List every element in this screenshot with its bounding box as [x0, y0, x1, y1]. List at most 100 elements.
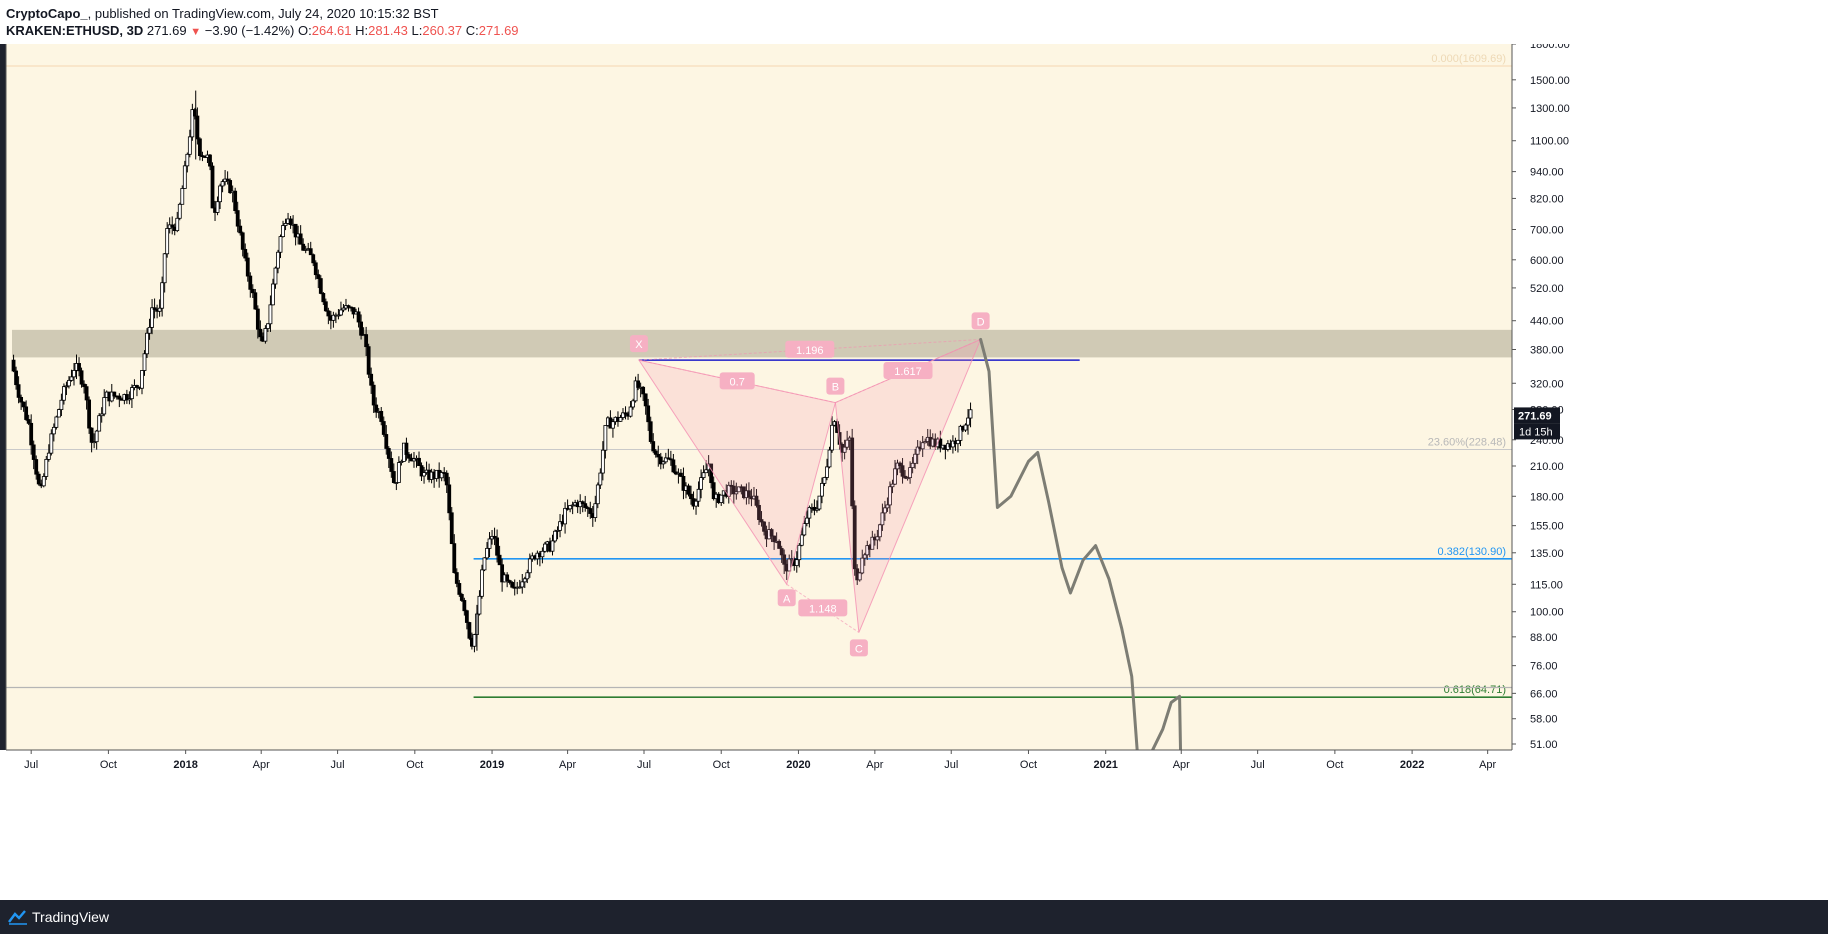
- candle-down: [381, 421, 386, 435]
- candle-down: [731, 485, 736, 495]
- chart-header: CryptoCapo_, published on TradingView.co…: [0, 0, 1828, 44]
- price-tick-label: 1500.00: [1530, 75, 1570, 87]
- time-tick-label: Jul: [24, 759, 38, 771]
- candle-down: [447, 484, 452, 514]
- candle-up: [817, 495, 822, 510]
- candle-down: [709, 463, 714, 484]
- candle-up: [527, 558, 532, 574]
- candle-up: [598, 472, 603, 486]
- candle-down: [653, 450, 658, 455]
- pattern-ratio-label: 0.7: [730, 376, 745, 388]
- low-value: 260.37: [422, 23, 463, 38]
- candle-up: [885, 504, 890, 509]
- price-chart[interactable]: 0.000(1609.69) 23.60%(228.48) 0.382(130.90…: [0, 44, 1828, 900]
- candle-up: [915, 446, 920, 455]
- time-tick-label: Oct: [1326, 759, 1343, 771]
- candle-down: [198, 138, 202, 157]
- close-label: C:: [465, 23, 479, 38]
- candle-down: [510, 582, 515, 588]
- candle-up: [820, 482, 824, 497]
- candle-up: [578, 501, 583, 508]
- candle-up: [477, 595, 482, 615]
- pattern-point-badge: [971, 312, 990, 330]
- candle-down: [79, 370, 84, 385]
- candle-down: [379, 410, 384, 422]
- down-arrow-icon: ▼: [190, 26, 202, 38]
- candle-down: [152, 307, 157, 310]
- candle-down: [505, 574, 510, 581]
- candle-up: [555, 529, 560, 532]
- candle-up: [480, 569, 484, 597]
- candle-up: [487, 538, 492, 549]
- candle-up: [830, 424, 834, 451]
- candle-up: [281, 225, 285, 237]
- candle-up: [482, 557, 487, 571]
- candle-up: [331, 314, 336, 321]
- candle-down: [583, 503, 588, 508]
- candle-down: [417, 457, 421, 467]
- candle-up: [341, 307, 346, 311]
- time-tick-label: Apr: [1479, 759, 1496, 771]
- candle-up: [860, 557, 865, 574]
- candle-down: [671, 459, 676, 473]
- candle-down: [500, 564, 505, 583]
- tradingview-brand[interactable]: TradingView: [32, 909, 110, 925]
- candle-down: [495, 537, 499, 556]
- candle-down: [36, 473, 41, 485]
- candle-down: [255, 308, 260, 330]
- candle-down: [580, 501, 585, 505]
- candle-up: [109, 391, 114, 402]
- candle-up: [283, 223, 288, 226]
- candle-up: [522, 578, 527, 583]
- price-tick-label: 520.00: [1530, 283, 1564, 295]
- price-tick-label: 76.00: [1530, 661, 1558, 673]
- candle-up: [908, 467, 913, 479]
- candle-down: [759, 519, 764, 523]
- candle-up: [913, 453, 918, 464]
- pattern-point-badge: [826, 377, 845, 395]
- candle-down: [769, 529, 774, 537]
- candle-up: [145, 332, 149, 355]
- candle-up: [633, 380, 638, 402]
- price-tick-label: 1300.00: [1530, 103, 1570, 115]
- candle-up: [147, 326, 152, 334]
- candle-down: [366, 346, 371, 375]
- high-label: H:: [355, 23, 369, 38]
- time-tick-label: Jul: [944, 759, 958, 771]
- candle-down: [389, 458, 394, 472]
- symbol-label[interactable]: KRAKEN:ETHUSD, 3D: [6, 23, 144, 38]
- candle-down: [754, 495, 759, 506]
- price-tick-label: 155.00: [1530, 521, 1564, 533]
- ohlc-line: KRAKEN:ETHUSD, 3D 271.69 ▼ −3.90 (−1.42%…: [6, 23, 519, 38]
- candle-up: [845, 439, 850, 448]
- publish-line: CryptoCapo_, published on TradingView.co…: [6, 6, 439, 21]
- candle-up: [553, 530, 557, 542]
- candle-up: [968, 409, 973, 419]
- candle-up: [162, 253, 167, 284]
- candle-up: [890, 483, 895, 488]
- candle-up: [140, 370, 144, 389]
- candle-up: [142, 353, 147, 371]
- candle-up: [399, 461, 404, 464]
- candle-up: [336, 314, 341, 317]
- price-tick-label: 440.00: [1530, 316, 1564, 328]
- candle-down: [31, 444, 36, 460]
- author-name[interactable]: CryptoCapo_: [6, 6, 88, 21]
- candle-up: [696, 488, 701, 502]
- price-tick-label: 320.00: [1530, 378, 1564, 390]
- candle-down: [779, 548, 784, 556]
- candle-down: [757, 504, 761, 520]
- pattern-point-label: D: [977, 316, 985, 328]
- pattern-point-label: B: [832, 382, 839, 394]
- price-tick-label: 1800.00: [1530, 44, 1570, 51]
- candle-up: [62, 386, 66, 401]
- price-tick-label: 940.00: [1530, 167, 1564, 179]
- candle-down: [323, 301, 328, 312]
- candle-down: [11, 359, 16, 372]
- candle-up: [190, 109, 195, 138]
- time-tick-label: Oct: [406, 759, 423, 771]
- candle-up: [182, 165, 187, 189]
- candle-down: [371, 384, 376, 406]
- price-tick-label: 66.00: [1530, 688, 1558, 700]
- candle-up: [175, 217, 180, 232]
